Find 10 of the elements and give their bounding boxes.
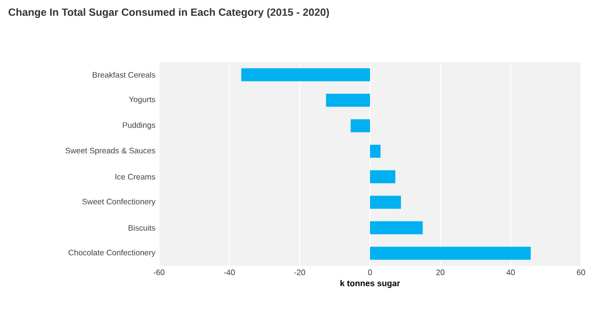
bar [370, 144, 381, 158]
bar [370, 221, 423, 234]
x-axis-title: k tonnes sugar [340, 280, 400, 288]
bar [370, 196, 401, 209]
bar [350, 119, 370, 132]
bar [370, 170, 396, 184]
bar [370, 246, 531, 260]
chart-title: Change In Total Sugar Consumed in Each Category (2015 - 2020) [8, 8, 329, 18]
bar [326, 94, 370, 107]
bar [241, 68, 370, 82]
